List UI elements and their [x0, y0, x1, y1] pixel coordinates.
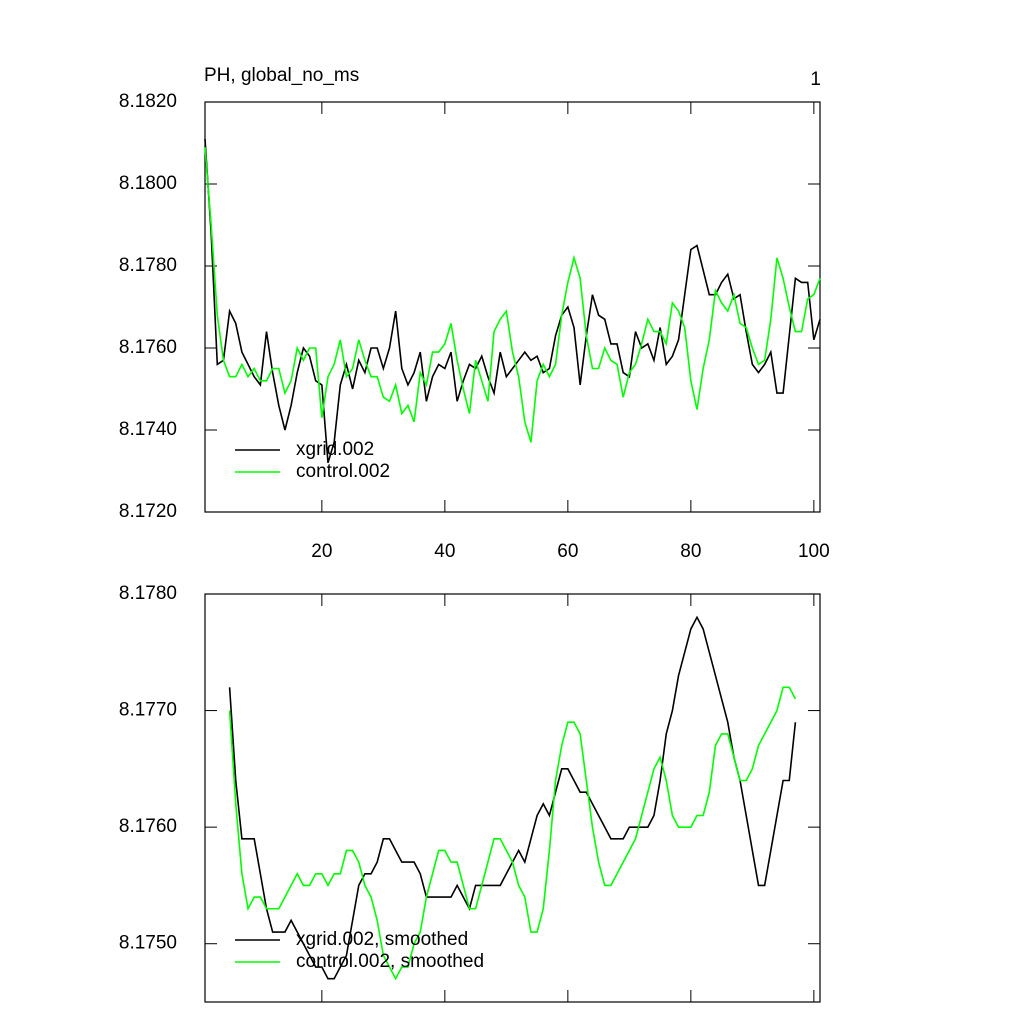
x-tick-label: 60 — [557, 541, 578, 562]
y-tick-label: 8.1820 — [119, 91, 177, 112]
x-tick-label: 100 — [798, 541, 830, 562]
legend-label: control.002, smoothed — [296, 951, 484, 972]
plot-frame — [204, 593, 821, 1003]
y-tick-label: 8.1760 — [119, 337, 177, 358]
data-line — [204, 147, 821, 443]
x-tick-label: 80 — [680, 541, 701, 562]
chart-title: PH, global_no_ms — [204, 65, 359, 86]
y-tick-label: 8.1780 — [119, 255, 177, 276]
y-tick-label: 8.1760 — [119, 816, 177, 837]
y-tick-label: 8.1750 — [119, 933, 177, 954]
y-tick-label: 8.1770 — [119, 700, 177, 721]
panel-annotation: 1 — [810, 69, 821, 90]
data-line — [204, 138, 821, 464]
data-line — [228, 615, 797, 980]
plot-frame — [204, 101, 821, 513]
y-tick-label: 8.1800 — [119, 173, 177, 194]
y-tick-label: 8.1740 — [119, 419, 177, 440]
legend-label: xgrid.002 — [296, 439, 374, 460]
legend-label: control.002 — [296, 461, 390, 482]
x-tick-label: 40 — [434, 541, 455, 562]
y-tick-label: 8.1720 — [119, 501, 177, 522]
y-tick-label: 8.1780 — [119, 583, 177, 604]
legend-label: xgrid.002, smoothed — [296, 929, 468, 950]
x-tick-label: 20 — [311, 541, 332, 562]
data-line — [228, 686, 797, 981]
